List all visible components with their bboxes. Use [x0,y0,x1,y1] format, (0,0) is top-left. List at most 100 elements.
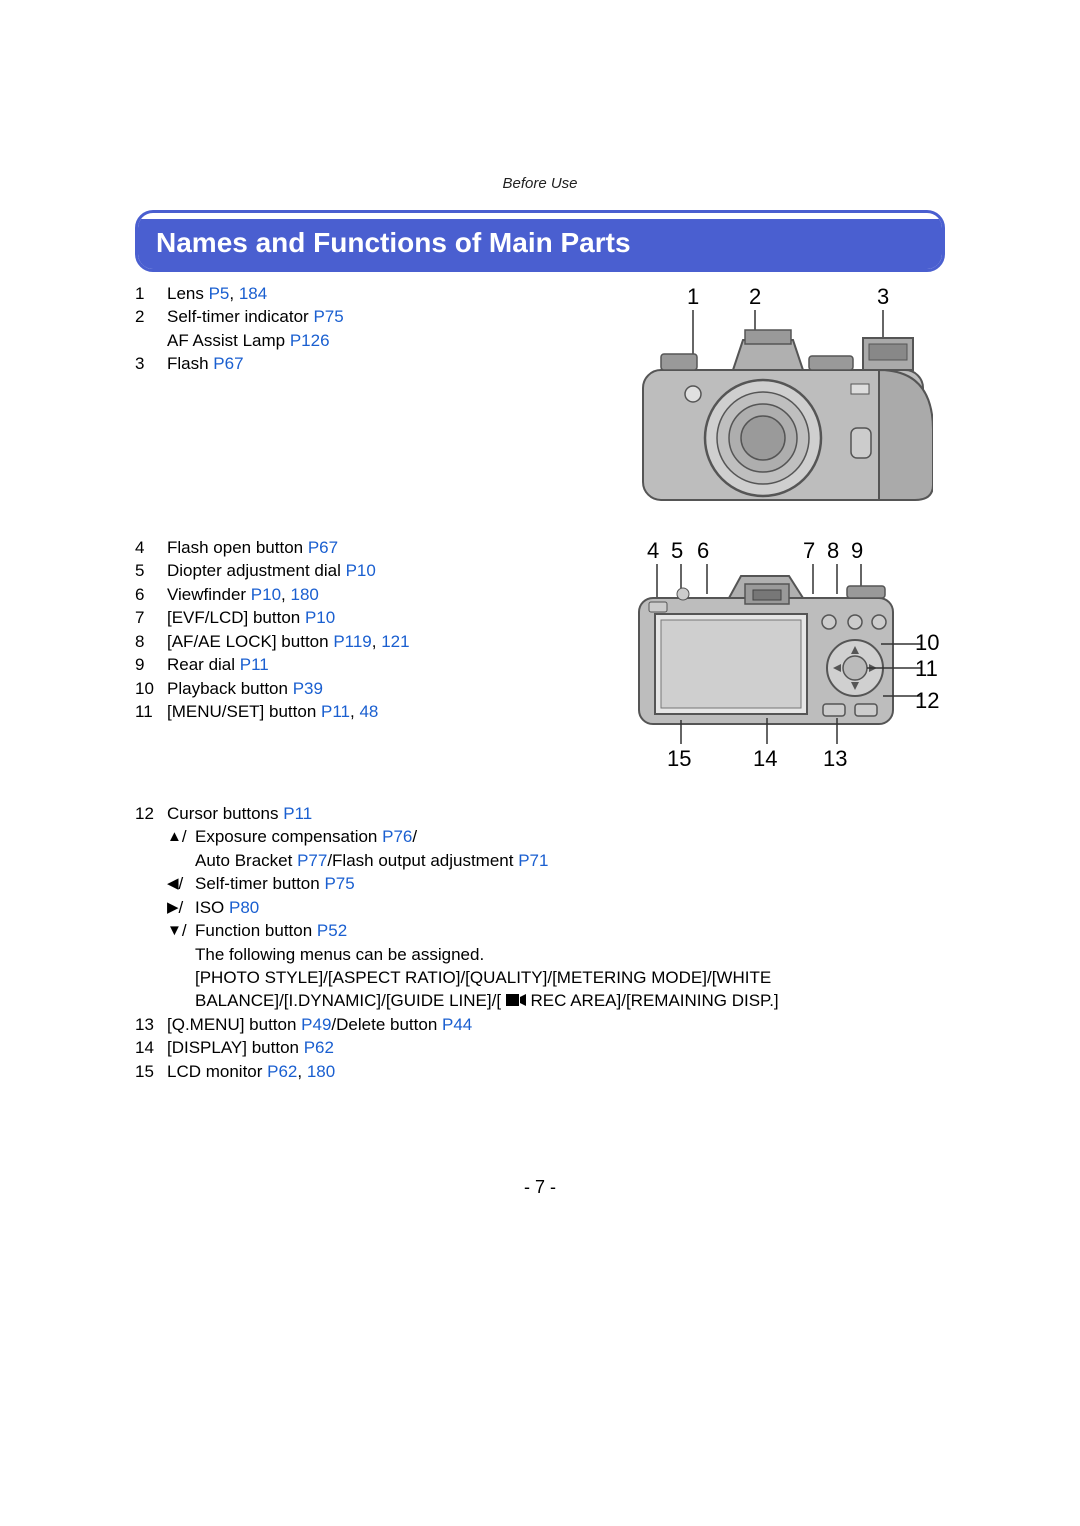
diagram-back: 456789 [633,536,945,772]
diagram-label: 5 [671,536,683,566]
diagram-label: 1 [687,282,699,312]
parts-list-block-2: 4Flash open button P675Diopter adjustmen… [135,536,613,724]
list-item: 15LCD monitor P62, 180 [135,1060,945,1083]
page-ref-link[interactable]: 121 [381,632,409,651]
section-header: Before Use [135,175,945,192]
cursor-sub-item: ▶/ISO P80 [167,896,945,919]
item-text: Flash P67 [167,352,613,375]
camera-front-svg [633,310,933,520]
list-item: 10Playback button P39 [135,677,613,700]
diagram-label: 14 [753,744,777,774]
cursor-sub-text: Exposure compensation P76/Auto Bracket P… [195,825,945,872]
item-text: Cursor buttons P11 [167,802,945,825]
item-number: 7 [135,606,167,629]
page-ref-link[interactable]: P52 [317,921,347,940]
page-number: - 7 - [135,1177,945,1198]
item-number: 11 [135,700,167,723]
list-item: 12Cursor buttons P11 [135,802,945,825]
item-number: 15 [135,1060,167,1083]
title-box: Names and Functions of Main Parts [135,210,945,272]
item-text: Diopter adjustment dial P10 [167,559,613,582]
page-ref-link[interactable]: P80 [229,898,259,917]
cursor-sub-text: Self-timer button P75 [195,872,945,895]
page-ref-link[interactable]: P44 [442,1015,472,1034]
diagram-label: 11 [915,654,938,684]
diagram-front: 1 2 3 [633,282,945,520]
page-ref-link[interactable]: 184 [239,284,267,303]
item-text: Rear dial P11 [167,653,613,676]
page-ref-link[interactable]: P10 [251,585,281,604]
page-ref-link[interactable]: P126 [290,331,330,350]
up-triangle-icon: ▲ [167,829,182,844]
list-item: 2Self-timer indicator P75AF Assist Lamp … [135,305,613,352]
item-number: 4 [135,536,167,559]
item-number: 14 [135,1036,167,1059]
diagram-label: 3 [877,282,889,312]
item-text: Flash open button P67 [167,536,613,559]
item-number: 1 [135,282,167,305]
page-ref-link[interactable]: P76 [382,827,412,846]
page-ref-link[interactable]: 48 [359,702,378,721]
page-ref-link[interactable]: 180 [291,585,319,604]
page-ref-link[interactable]: P39 [293,679,323,698]
item-number: 6 [135,583,167,606]
right-triangle-icon: ▶ [167,900,179,915]
page-ref-link[interactable]: P67 [213,354,243,373]
list-item: 6Viewfinder P10, 180 [135,583,613,606]
parts-list-block-4: 13[Q.MENU] button P49/Delete button P441… [135,1013,945,1083]
diagram-label: 2 [749,282,761,312]
item-number: 5 [135,559,167,582]
list-item: 9Rear dial P11 [135,653,613,676]
page-ref-link[interactable]: P75 [324,874,354,893]
page-ref-link[interactable]: P71 [518,851,548,870]
list-item: 5Diopter adjustment dial P10 [135,559,613,582]
page-ref-link[interactable]: P77 [297,851,327,870]
cursor-sub-item: ▼/Function button P52The following menus… [167,919,945,1013]
page-ref-link[interactable]: P11 [283,804,312,823]
page-ref-link[interactable]: P67 [308,538,338,557]
item-text: [AF/AE LOCK] button P119, 121 [167,630,613,653]
page-ref-link[interactable]: P5 [209,284,230,303]
item-text: [DISPLAY] button P62 [167,1036,945,1059]
item-number: 8 [135,630,167,653]
list-item: 7[EVF/LCD] button P10 [135,606,613,629]
parts-list-block-3: 12Cursor buttons P11▲/Exposure compensat… [135,802,945,1013]
page-ref-link[interactable]: P62 [304,1038,334,1057]
camera-back-svg [633,564,933,744]
item-text: [MENU/SET] button P11, 48 [167,700,613,723]
left-triangle-icon: ◀ [167,876,179,891]
page-ref-link[interactable]: P11 [321,702,350,721]
list-item: 3Flash P67 [135,352,613,375]
page-ref-link[interactable]: P49 [301,1015,331,1034]
page-ref-link[interactable]: P119 [333,632,371,651]
diagram-label: 4 [647,536,659,566]
item-number: 3 [135,352,167,375]
item-number: 9 [135,653,167,676]
page-ref-link[interactable]: 180 [307,1062,335,1081]
cursor-sub-item: ▲/Exposure compensation P76/Auto Bracket… [167,825,945,872]
page-ref-link[interactable]: P62 [267,1062,297,1081]
item-text: Lens P5, 184 [167,282,613,305]
page-ref-link[interactable]: P10 [346,561,376,580]
item-text: [EVF/LCD] button P10 [167,606,613,629]
page-ref-link[interactable]: P11 [240,655,269,674]
item-number: 12 [135,802,167,825]
item-number: 13 [135,1013,167,1036]
down-triangle-icon: ▼ [167,923,182,938]
list-item: 4Flash open button P67 [135,536,613,559]
cursor-sub-text: Function button P52The following menus c… [195,919,945,1013]
list-item: 13[Q.MENU] button P49/Delete button P44 [135,1013,945,1036]
item-text: LCD monitor P62, 180 [167,1060,945,1083]
diagram-label: 15 [667,744,691,774]
item-text: Self-timer indicator P75AF Assist Lamp P… [167,305,613,352]
list-item: 14[DISPLAY] button P62 [135,1036,945,1059]
item-text: Playback button P39 [167,677,613,700]
item-number: 10 [135,677,167,700]
list-item: 8[AF/AE LOCK] button P119, 121 [135,630,613,653]
diagram-label: 6 [697,536,709,566]
page-ref-link[interactable]: P10 [305,608,335,627]
parts-list-block-1: 1Lens P5, 1842Self-timer indicator P75AF… [135,282,613,536]
diagram-label: 12 [915,686,939,716]
page-ref-link[interactable]: P75 [313,307,343,326]
diagram-label: 9 [851,536,863,566]
